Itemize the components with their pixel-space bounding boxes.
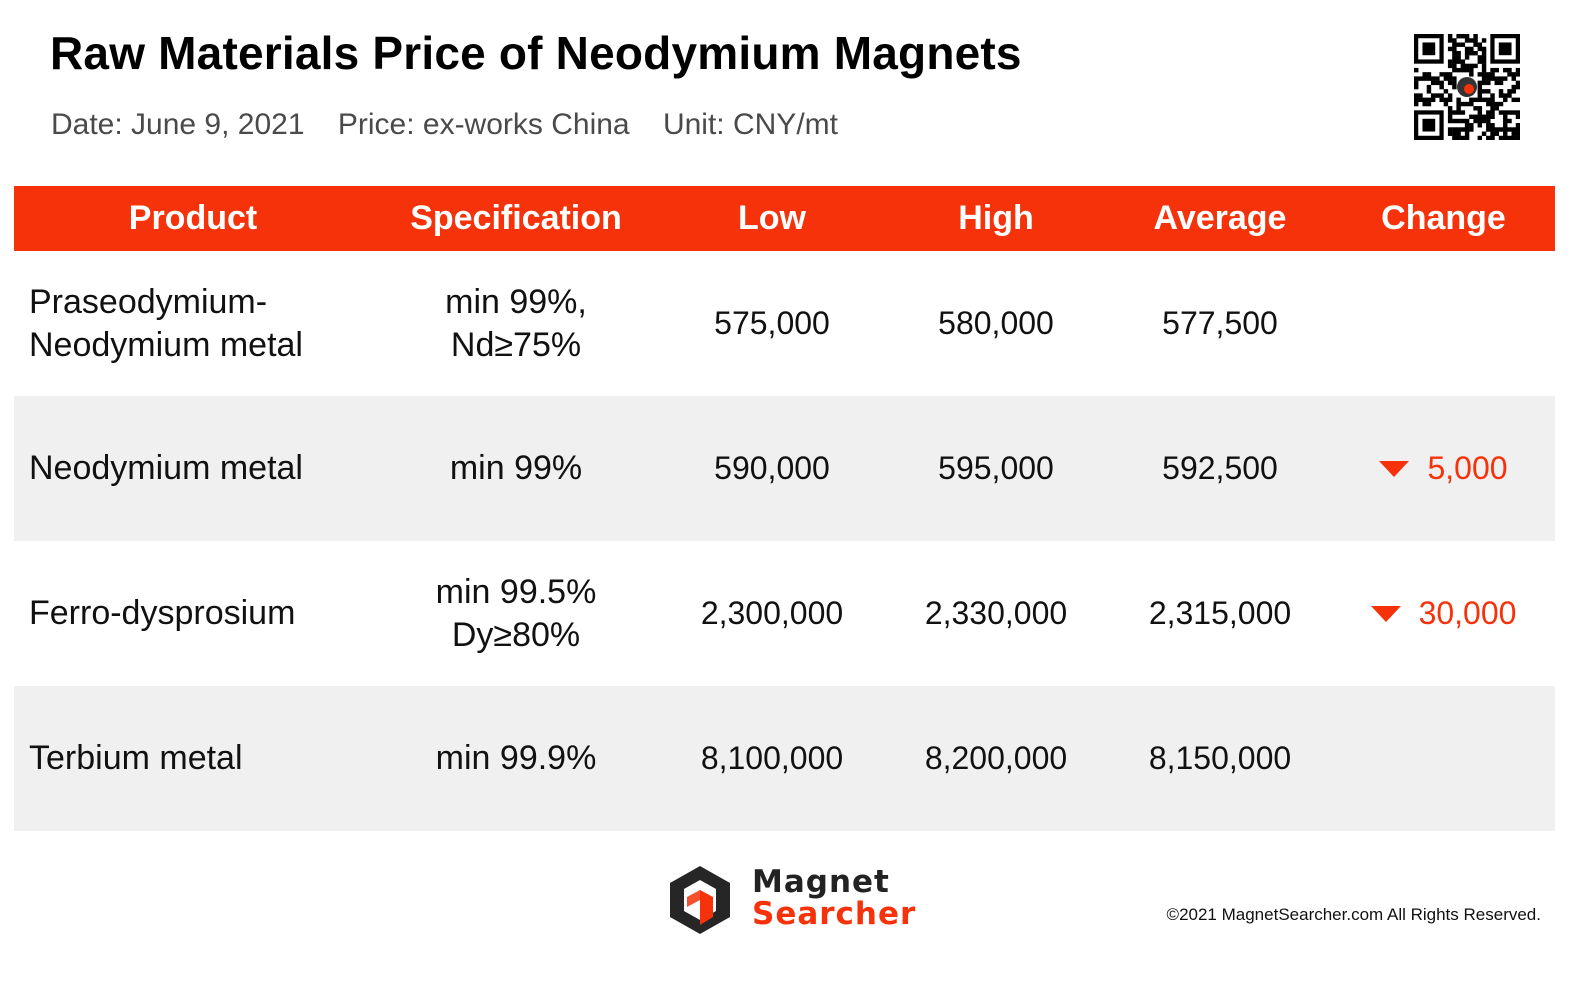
change-value: 30,000 — [1418, 595, 1517, 631]
header-change: Change — [1381, 199, 1506, 237]
cell-average: 2,315,000 — [1148, 595, 1292, 631]
page-title: Raw Materials Price of Neodymium Magnets — [50, 27, 1022, 79]
cell-change: 30,000 — [1332, 595, 1555, 632]
cell-high: 595,000 — [938, 450, 1054, 486]
down-triangle-icon — [1370, 605, 1401, 622]
table-row: Terbium metal min 99.9% 8,100,000 8,200,000… — [14, 686, 1555, 831]
table-body: Praseodymium- Neodymium metal min 99%, Nd… — [14, 251, 1555, 831]
cell-low: 2,300,000 — [700, 595, 844, 631]
change-value: 5,000 — [1427, 450, 1508, 486]
cell-average: 592,500 — [1162, 450, 1278, 486]
magnet-searcher-logo-icon — [670, 866, 730, 934]
table-header: Product Specification Low High Average C… — [14, 186, 1555, 251]
brand-name-line2: Searcher — [752, 896, 917, 932]
cell-average: 8,150,000 — [1148, 740, 1292, 776]
table-row: Ferro-dysprosium min 99.5% Dy≥80% 2,300,00… — [14, 541, 1555, 686]
header-product: Product — [128, 199, 258, 237]
cell-product: Terbium metal — [29, 739, 243, 777]
cell-specification: min 99.9% — [435, 739, 597, 777]
down-triangle-icon — [1379, 460, 1410, 477]
page-subtitle: Date: June 9, 2021 Price: ex-works China… — [51, 108, 838, 141]
price-table: Product Specification Low High Average C… — [14, 186, 1555, 831]
cell-specification: min 99%, Nd≥75% — [445, 282, 587, 364]
cell-product: Neodymium metal — [29, 449, 303, 487]
cell-specification: min 99% — [449, 449, 583, 487]
cell-specification: min 99.5% Dy≥80% — [435, 572, 597, 654]
qr-code-icon — [1414, 34, 1520, 140]
table-row: Neodymium metal min 99% 590,000 595,000 592,… — [14, 396, 1555, 541]
header-high: High — [958, 199, 1034, 237]
cell-low: 590,000 — [714, 450, 830, 486]
cell-low: 8,100,000 — [700, 740, 844, 776]
header-low: Low — [738, 199, 806, 237]
table-row: Praseodymium- Neodymium metal min 99%, Nd… — [14, 251, 1555, 396]
header-specification: Specification — [410, 199, 622, 237]
cell-high: 580,000 — [938, 305, 1054, 341]
header-average: Average — [1153, 199, 1287, 237]
cell-product: Ferro-dysprosium — [29, 594, 296, 632]
cell-high: 2,330,000 — [924, 595, 1068, 631]
cell-average: 577,500 — [1162, 305, 1278, 341]
copyright-text: ©2021 MagnetSearcher.com All Rights Rese… — [1166, 905, 1541, 924]
brand-name-line1: Magnet — [752, 864, 890, 900]
cell-change: 5,000 — [1332, 450, 1555, 487]
cell-low: 575,000 — [714, 305, 830, 341]
cell-product: Praseodymium- Neodymium metal — [29, 282, 303, 364]
cell-high: 8,200,000 — [924, 740, 1068, 776]
